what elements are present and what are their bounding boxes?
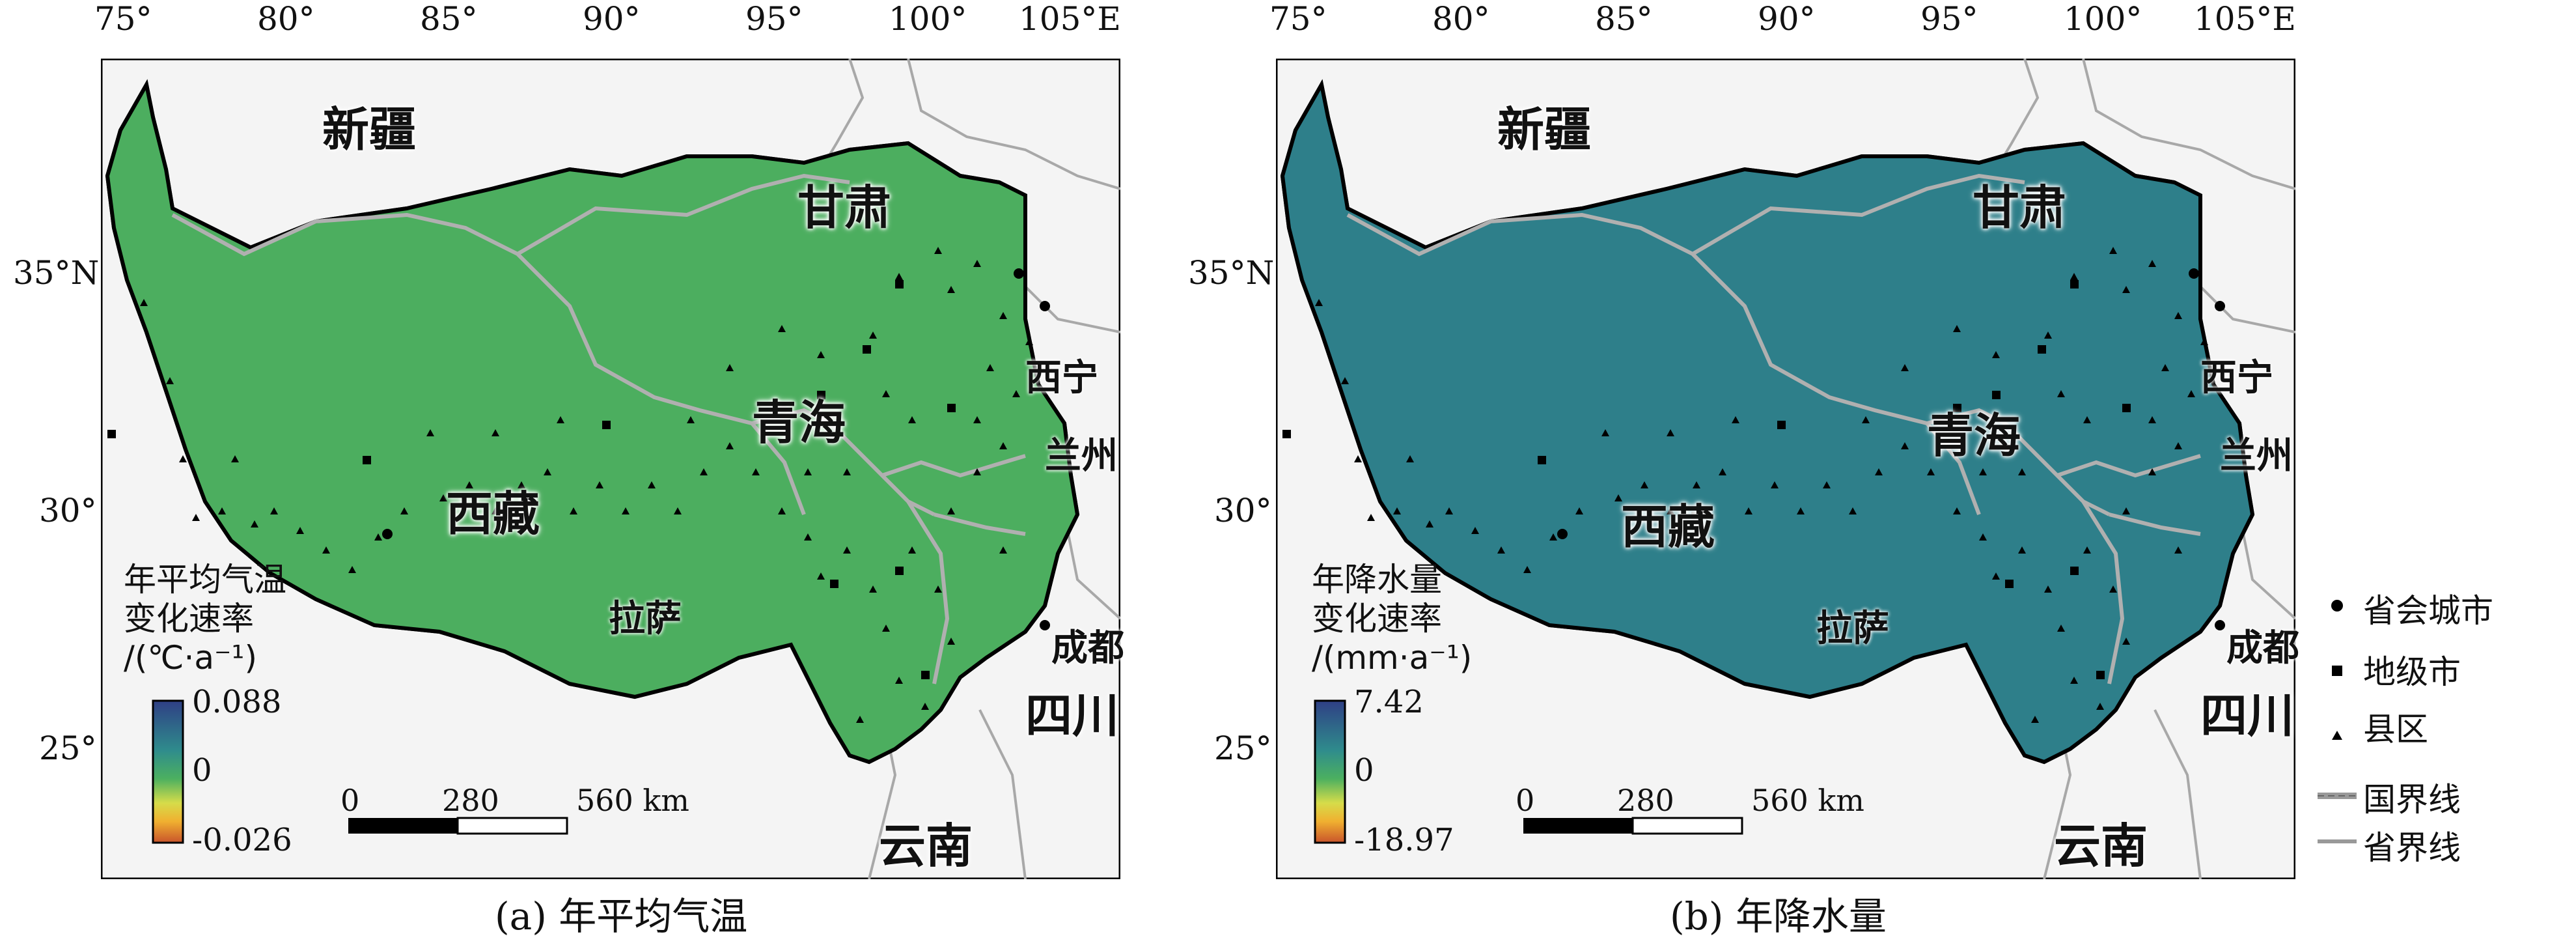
lon-tick-105: 105°E [2194, 0, 2296, 38]
region-label-sichuan: 四川 [2200, 688, 2295, 743]
city-label-lanzhou: 兰州 [2220, 435, 2293, 477]
lat-tick-35: 35°N [13, 254, 100, 292]
lon-tick-95: 95° [745, 0, 803, 38]
lon-tick-95: 95° [1920, 0, 1978, 38]
lon-tick-100: 100° [889, 0, 967, 38]
lat-tick-30: 30° [1214, 492, 1272, 529]
legend-title-line3: /(mm·a⁻¹) [1312, 639, 1473, 677]
legend-title-a: 年平均气温 变化速率 /(℃·a⁻¹) [124, 560, 286, 677]
capital-markers [382, 268, 1050, 630]
province-borders-inside [1346, 173, 2201, 684]
lon-tick-75: 75° [94, 0, 152, 38]
prefecture-markers [107, 280, 956, 679]
symbol-legend-markers [2318, 600, 2357, 843]
lon-tick-90: 90° [583, 0, 641, 38]
map-a-svg [101, 59, 1120, 879]
province-borders-inside [171, 173, 1026, 684]
capital-symbol [2331, 600, 2343, 612]
colorbar-min-label: -0.026 [192, 822, 292, 858]
panel-a-temperature-map: 75° 80° 85° 90° 95° 100° 105°E 35°N 30° … [13, 0, 1124, 879]
city-label-chengdu: 成都 [2226, 627, 2299, 669]
legend-prefecture-label: 地级市 [2363, 653, 2461, 691]
colorbar-min-label: -18.97 [1354, 822, 1454, 858]
scalebar-black [348, 818, 458, 834]
lat-tick-35: 35°N [1188, 254, 1275, 292]
lon-tick-90: 90° [1758, 0, 1816, 38]
legend-title-line1: 年平均气温 [124, 561, 286, 598]
legend-national-border-label: 国界线 [2363, 781, 2461, 819]
region-label-gansu: 甘肃 [1973, 180, 2067, 235]
colorbar-max-label: 0.088 [192, 684, 282, 720]
legend-title-b: 年降水量 变化速率 /(mm·a⁻¹) [1312, 560, 1472, 677]
prefecture-markers [1282, 280, 2131, 679]
legend-title-line3: /(℃·a⁻¹) [124, 639, 257, 677]
colorbar-max-label: 7.42 [1354, 684, 1424, 720]
prefecture-symbol [2332, 666, 2342, 676]
legend-title-line1: 年降水量 [1312, 561, 1442, 598]
scalebar-label-280: 280 [442, 783, 499, 818]
colorbar-mid-label: 0 [192, 752, 212, 789]
legend-title-line2: 变化速率 [1312, 600, 1442, 638]
legend-county-label: 县区 [2363, 711, 2428, 748]
lon-tick-100: 100° [2064, 0, 2142, 38]
legend-title-line2: 变化速率 [124, 600, 254, 638]
scalebar-white [1631, 817, 1743, 835]
city-label-lanzhou: 兰州 [1045, 435, 1118, 477]
colorbar-b [1314, 699, 1346, 844]
scalebar-label-0: 0 [340, 783, 360, 818]
region-label-yunnan: 云南 [2054, 819, 2148, 873]
scalebar-label-0: 0 [1516, 783, 1535, 818]
city-label-lhasa: 拉萨 [1816, 608, 1889, 650]
region-label-xinjiang: 新疆 [1497, 102, 1592, 157]
lat-tick-25: 25° [39, 729, 97, 767]
lat-tick-30: 30° [39, 492, 97, 529]
map-b-svg [1276, 59, 2295, 879]
panel-b-precipitation-map: 75° 80° 85° 90° 95° 100° 105°E 35°N 30° … [1188, 0, 2299, 879]
lat-tick-25: 25° [1214, 729, 1272, 767]
colorbar-a [152, 699, 184, 844]
city-label-xining: 西宁 [1025, 357, 1098, 399]
region-label-xinjiang: 新疆 [322, 102, 417, 157]
county-symbol [2332, 731, 2342, 740]
region-label-sichuan: 四川 [1025, 688, 1120, 743]
region-label-xizang: 西藏 [1621, 500, 1715, 554]
caption-a: (a) 年平均气温 [495, 894, 748, 938]
scalebar-label-280: 280 [1617, 783, 1674, 818]
lon-tick-105: 105°E [1019, 0, 1121, 38]
caption-b: (b) 年降水量 [1670, 894, 1887, 938]
legend-provincial-border-label: 省界线 [2363, 829, 2461, 867]
region-label-yunnan: 云南 [879, 819, 973, 873]
lon-tick-80: 80° [1432, 0, 1490, 38]
region-label-qinghai: 青海 [1927, 408, 2021, 463]
colorbar-mid-label: 0 [1354, 752, 1374, 789]
scalebar-label-560: 560 km [576, 783, 689, 818]
lon-tick-75: 75° [1269, 0, 1327, 38]
county-markers [1315, 247, 2208, 723]
lon-tick-85: 85° [1595, 0, 1653, 38]
city-label-chengdu: 成都 [1051, 627, 1124, 669]
county-markers [140, 247, 1033, 723]
region-label-qinghai: 青海 [752, 395, 846, 450]
capital-markers [1557, 268, 2225, 630]
legend-capital-label: 省会城市 [2363, 592, 2493, 630]
city-label-lhasa: 拉萨 [609, 598, 682, 640]
scalebar-label-560: 560 km [1751, 783, 1864, 818]
scalebar-white [456, 817, 568, 835]
lon-tick-85: 85° [420, 0, 478, 38]
region-label-xizang: 西藏 [446, 486, 540, 541]
lon-tick-80: 80° [257, 0, 315, 38]
scalebar-black [1523, 818, 1633, 834]
city-label-xining: 西宁 [2200, 357, 2273, 399]
region-label-gansu: 甘肃 [797, 180, 892, 235]
